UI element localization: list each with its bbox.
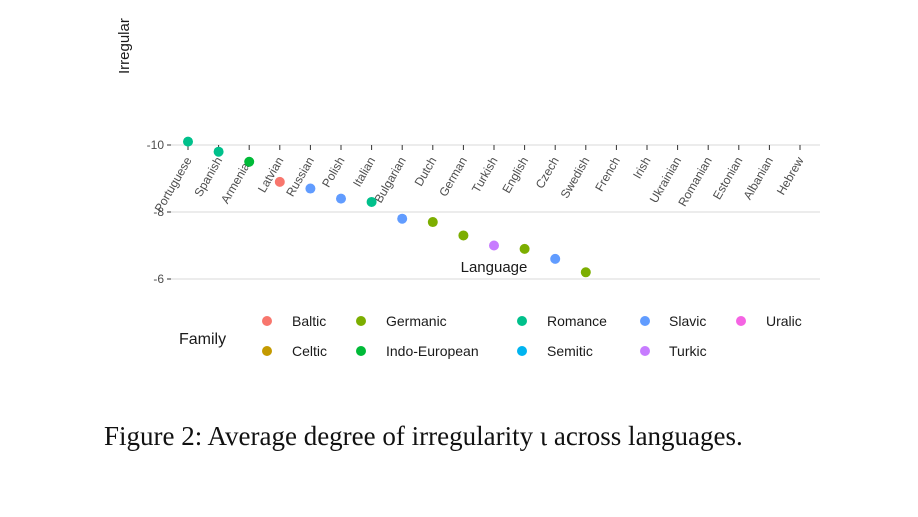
legend-label: Slavic (669, 313, 706, 329)
x-tick-label: Swedish (558, 155, 593, 201)
legend-swatch (262, 316, 272, 326)
y-axis-ticks: -6 -8 -10 (147, 138, 171, 286)
y-tick-label: -6 (153, 272, 164, 286)
legend-swatch (517, 316, 527, 326)
legend-swatch (262, 346, 272, 356)
data-point (244, 156, 255, 167)
data-point (274, 176, 285, 187)
x-tick-label: Czech (533, 155, 562, 191)
legend-label: Baltic (292, 313, 326, 329)
legend-swatch (356, 346, 366, 356)
legend-label: Semitic (547, 343, 593, 359)
x-tick-label: French (592, 155, 623, 194)
legend-label: Indo-European (386, 343, 479, 359)
x-tick-label: German (436, 155, 470, 200)
legend-swatch (640, 346, 650, 356)
legend-swatch (640, 316, 650, 326)
x-tick-label: Italian (350, 155, 378, 190)
x-tick-label: Irish (630, 155, 653, 182)
data-point (183, 136, 193, 147)
x-tick-label: Portuguese (152, 154, 195, 214)
legend-label: Romance (547, 313, 607, 329)
legend-label: Turkic (669, 343, 707, 359)
data-point (336, 193, 346, 204)
x-tick-label: Latvian (255, 155, 286, 196)
x-tick-label: Hebrew (774, 154, 807, 197)
legend-entries: Baltic Celtic Germanic Indo-European Romance… (262, 313, 802, 359)
data-point (427, 217, 438, 228)
data-point (489, 240, 499, 251)
data-point (213, 146, 224, 157)
figure-caption: Figure 2: Average degree of irregularity… (104, 421, 743, 451)
y-tick-label: -10 (147, 138, 165, 152)
data-point (550, 253, 561, 264)
x-axis-title: Language (461, 259, 528, 276)
data-point (397, 213, 408, 224)
x-tick-label: English (499, 155, 531, 196)
data-point (305, 183, 316, 194)
legend-swatch (356, 316, 366, 326)
gridlines (171, 144, 820, 280)
legend-swatch (736, 316, 746, 326)
x-tick-label: Spanish (191, 155, 225, 200)
legend-label: Germanic (386, 313, 447, 329)
legend-swatch (517, 346, 527, 356)
legend-label: Uralic (766, 313, 802, 329)
legend-label: Celtic (292, 343, 327, 359)
x-tick-label: Dutch (412, 155, 440, 189)
y-axis-title: Irregular (116, 18, 133, 74)
data-point (580, 267, 591, 278)
legend: Family Baltic Celtic Germanic Indo-European… (179, 313, 802, 359)
data-points (183, 136, 591, 278)
data-point (519, 243, 530, 254)
x-tick-label: Albanian (741, 155, 776, 202)
y-tick-label: -8 (153, 205, 164, 219)
data-point (458, 230, 469, 241)
x-tick-label: Polish (319, 155, 347, 190)
x-tick-label: Turkish (469, 155, 501, 196)
data-point (366, 196, 377, 207)
legend-title: Family (179, 331, 226, 348)
